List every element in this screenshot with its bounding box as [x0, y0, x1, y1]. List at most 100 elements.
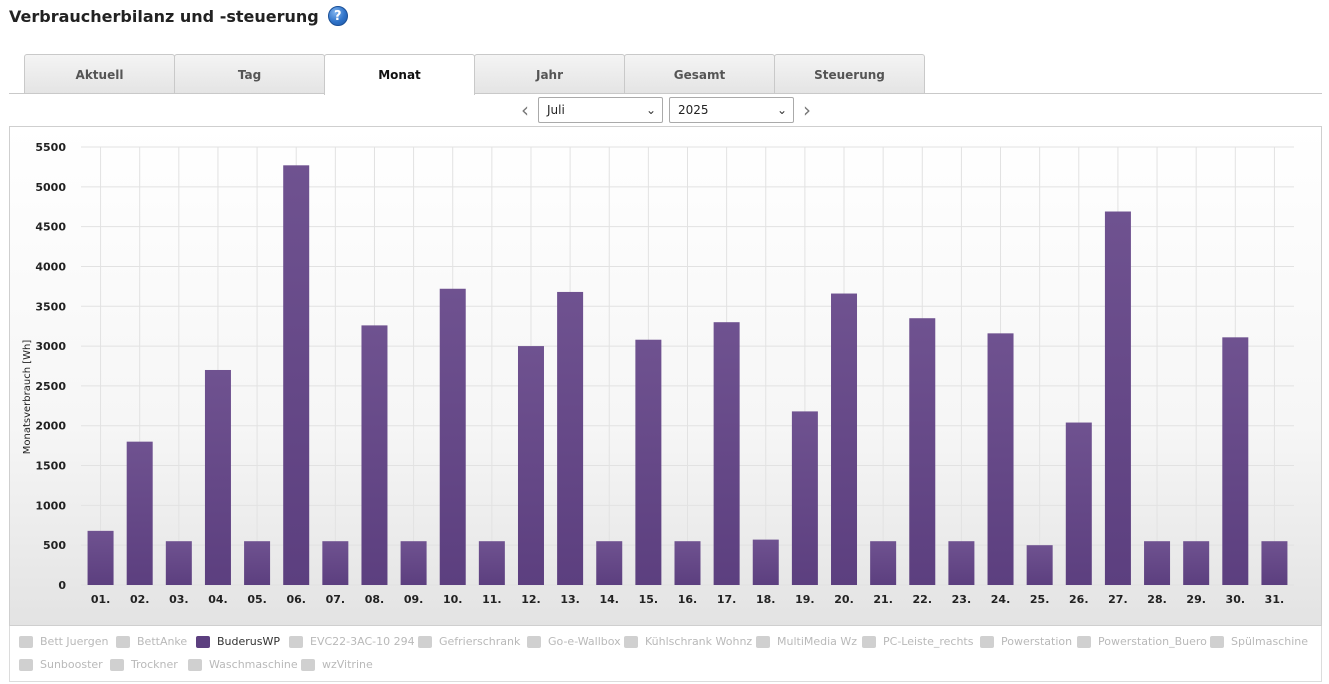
bar-day-01[interactable] — [87, 530, 114, 585]
tab-monat[interactable]: Monat — [324, 54, 475, 95]
legend-swatch — [188, 658, 202, 671]
x-tick-label: 02. — [130, 593, 150, 606]
tabs-divider — [9, 93, 1322, 94]
legend-item[interactable]: Go-e-Wallbox — [527, 635, 621, 648]
legend-item[interactable]: Spülmaschine — [1210, 635, 1308, 648]
legend-item[interactable]: MultiMedia Wz — [756, 635, 857, 648]
legend-item[interactable]: Waschmaschine — [188, 658, 298, 671]
legend-item[interactable]: Kühlschrank Wohnz — [624, 635, 752, 648]
x-tick-label: 23. — [952, 593, 972, 606]
chevron-left-icon[interactable]: ‹ — [521, 98, 529, 122]
legend-label: Sunbooster — [40, 658, 103, 671]
bar-day-18[interactable] — [752, 539, 779, 585]
bar-day-23[interactable] — [948, 541, 975, 585]
bar-day-20[interactable] — [831, 293, 858, 585]
y-tick-label: 4500 — [35, 221, 66, 234]
y-tick-label: 0 — [58, 579, 66, 592]
y-tick-label: 3500 — [35, 300, 66, 313]
bar-day-03[interactable] — [165, 541, 192, 585]
chevron-right-icon[interactable]: › — [803, 98, 811, 122]
legend-swatch — [980, 635, 994, 648]
y-tick-label: 1000 — [35, 499, 66, 512]
x-tick-label: 28. — [1147, 593, 1167, 606]
tab-tag[interactable]: Tag — [174, 54, 325, 94]
legend-label: Waschmaschine — [209, 658, 298, 671]
bar-day-16[interactable] — [674, 541, 701, 585]
bar-day-17[interactable] — [713, 322, 740, 585]
legend-item[interactable]: Gefrierschrank — [418, 635, 520, 648]
bar-day-08[interactable] — [361, 325, 388, 585]
chevron-down-icon: ⌄ — [776, 103, 787, 117]
legend-item[interactable]: Powerstation_Buero — [1077, 635, 1207, 648]
x-tick-label: 30. — [1226, 593, 1246, 606]
bar-day-09[interactable] — [400, 541, 427, 585]
x-tick-label: 31. — [1265, 593, 1285, 606]
legend-label: BuderusWP — [217, 635, 281, 648]
tab-aktuell[interactable]: Aktuell — [24, 54, 175, 94]
bar-day-22[interactable] — [909, 318, 936, 585]
legend-swatch — [110, 658, 124, 671]
x-tick-label: 16. — [678, 593, 698, 606]
bar-day-10[interactable] — [439, 288, 466, 585]
legend-item[interactable]: Bett Juergen — [19, 635, 108, 648]
bar-day-26[interactable] — [1065, 422, 1092, 585]
y-tick-label: 2000 — [35, 420, 66, 433]
year-select-value: 2025 — [678, 103, 709, 117]
bar-day-31[interactable] — [1261, 541, 1288, 585]
tab-bar: Aktuell Tag Monat Jahr Gesamt Steuerung — [24, 54, 925, 95]
y-tick-label: 3000 — [35, 340, 66, 353]
page-title: Verbraucherbilanz und -steuerung ? — [9, 6, 348, 26]
bar-day-27[interactable] — [1104, 211, 1131, 585]
legend-item[interactable]: Sunbooster — [19, 658, 103, 671]
legend-label: EVC22-3AC-10 294 — [310, 635, 415, 648]
bar-day-28[interactable] — [1144, 541, 1171, 585]
chevron-down-icon: ⌄ — [645, 103, 656, 117]
year-select[interactable]: 2025 ⌄ — [669, 97, 794, 123]
x-tick-label: 19. — [795, 593, 815, 606]
legend-label: Trockner — [131, 658, 178, 671]
bar-day-25[interactable] — [1026, 545, 1053, 585]
legend-swatch — [196, 635, 210, 648]
bar-day-04[interactable] — [204, 369, 231, 585]
legend-label: Powerstation_Buero — [1098, 635, 1207, 648]
bar-day-19[interactable] — [791, 411, 818, 585]
legend-item[interactable]: Powerstation — [980, 635, 1072, 648]
legend-label: wzVitrine — [322, 658, 373, 671]
bar-day-14[interactable] — [596, 541, 623, 585]
bar-day-30[interactable] — [1222, 337, 1249, 585]
bar-day-24[interactable] — [987, 333, 1014, 585]
legend-label: Bett Juergen — [40, 635, 109, 648]
bar-day-07[interactable] — [322, 541, 349, 585]
legend-label: MultiMedia Wz — [777, 635, 858, 648]
legend-item[interactable]: wzVitrine — [301, 658, 373, 671]
bar-day-02[interactable] — [126, 441, 153, 585]
bar-day-21[interactable] — [870, 541, 897, 585]
help-icon[interactable]: ? — [327, 6, 348, 26]
chart-panel: 0 500 1000 1500 2000 2500 3000 3500 4000 4500 5000… — [9, 126, 1322, 626]
legend-item[interactable]: BettAnke — [116, 635, 187, 648]
bar-day-05[interactable] — [244, 541, 271, 585]
tab-gesamt[interactable]: Gesamt — [624, 54, 775, 94]
bar-day-13[interactable] — [557, 291, 584, 585]
x-tick-label: 29. — [1186, 593, 1206, 606]
x-tick-label: 24. — [991, 593, 1011, 606]
x-tick-label: 01. — [91, 593, 111, 606]
bar-day-06[interactable] — [283, 165, 310, 586]
x-tick-label: 07. — [326, 593, 346, 606]
legend-item[interactable]: Trockner — [110, 658, 178, 671]
x-tick-label: 20. — [834, 593, 854, 606]
bar-day-29[interactable] — [1183, 541, 1210, 585]
legend-item[interactable]: PC-Leiste_rechts — [862, 635, 973, 648]
bar-day-12[interactable] — [517, 346, 544, 585]
legend-item[interactable]: EVC22-3AC-10 294 — [289, 635, 415, 648]
month-select[interactable]: Juli ⌄ — [538, 97, 663, 123]
legend-item[interactable]: BuderusWP — [196, 635, 280, 648]
x-tick-label: 21. — [873, 593, 893, 606]
bar-day-15[interactable] — [635, 339, 662, 585]
tab-steuerung[interactable]: Steuerung — [774, 54, 925, 94]
tab-jahr[interactable]: Jahr — [474, 54, 625, 94]
legend-swatch — [1077, 635, 1091, 648]
bar-day-11[interactable] — [478, 541, 505, 585]
x-tick-label: 14. — [599, 593, 619, 606]
legend-swatch — [624, 635, 638, 648]
